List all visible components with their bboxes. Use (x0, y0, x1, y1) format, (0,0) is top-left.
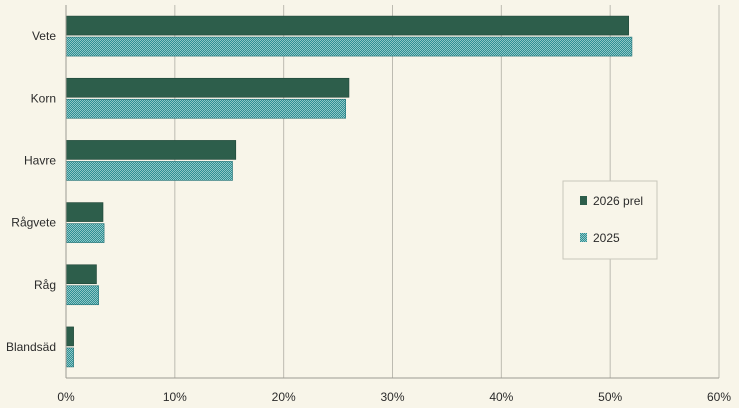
bar-series1-3 (65, 202, 104, 222)
x-tick-label: 10% (163, 390, 187, 404)
bar-series1-0 (65, 15, 629, 36)
bar-series1-4 (65, 264, 97, 285)
bar-series1-2 (65, 140, 237, 160)
category-label: Havre (24, 153, 56, 167)
bar-series2-3 (65, 223, 105, 243)
bar-series2-5 (65, 347, 74, 368)
axes: 0% 10% 20% 30% 40% 50% 60% Vete Korn Havre Rågvete… (6, 5, 731, 404)
category-label: Blandsäd (6, 340, 56, 354)
legend-label: 2026 prel (593, 194, 643, 208)
legend-swatch (580, 233, 587, 242)
x-tick-label: 60% (707, 390, 731, 404)
bar-series2-0 (65, 36, 633, 57)
legend-swatch (580, 196, 587, 205)
legend-box (562, 180, 658, 260)
category-label: Råg (34, 278, 56, 292)
bar-series2-1 (65, 98, 347, 119)
bar-series2-2 (65, 161, 233, 181)
bars (65, 15, 633, 368)
x-tick-label: 40% (489, 390, 513, 404)
bar-series2-4 (65, 285, 99, 306)
x-tick-label: 30% (380, 390, 404, 404)
bar-series1-1 (65, 77, 350, 98)
category-label: Korn (31, 91, 56, 105)
x-tick-label: 50% (598, 390, 622, 404)
bar-series1-5 (65, 326, 74, 347)
category-label: Rågvete (11, 216, 56, 230)
category-label: Vete (32, 29, 56, 43)
legend-label: 2025 (593, 231, 620, 245)
legend: 2026 prel 2025 (562, 180, 658, 260)
x-tick-label: 0% (57, 390, 75, 404)
x-tick-label: 20% (272, 390, 296, 404)
